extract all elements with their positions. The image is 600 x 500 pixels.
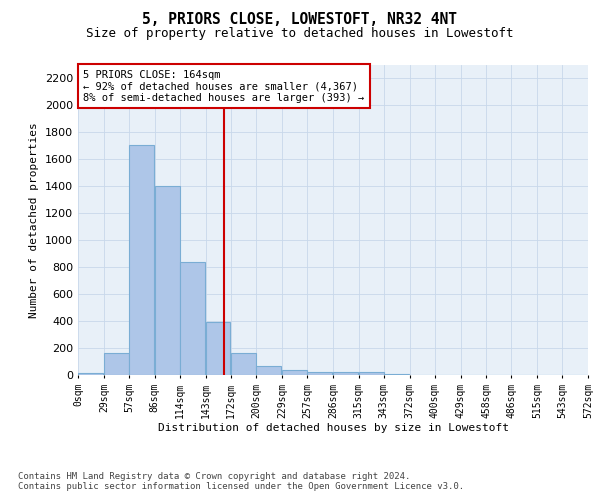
Bar bbox=[359, 372, 384, 375]
Bar bbox=[205, 322, 230, 375]
Bar bbox=[282, 370, 307, 375]
Bar bbox=[384, 374, 409, 375]
Text: 5, PRIORS CLOSE, LOWESTOFT, NR32 4NT: 5, PRIORS CLOSE, LOWESTOFT, NR32 4NT bbox=[143, 12, 458, 28]
Bar bbox=[104, 354, 129, 375]
Y-axis label: Number of detached properties: Number of detached properties bbox=[29, 122, 40, 318]
Text: Contains public sector information licensed under the Open Government Licence v3: Contains public sector information licen… bbox=[18, 482, 464, 491]
Bar bbox=[333, 372, 358, 375]
Bar bbox=[307, 372, 332, 375]
Bar bbox=[179, 262, 205, 375]
Bar bbox=[78, 373, 103, 375]
Text: Contains HM Land Registry data © Crown copyright and database right 2024.: Contains HM Land Registry data © Crown c… bbox=[18, 472, 410, 481]
Bar bbox=[129, 144, 154, 375]
Text: Size of property relative to detached houses in Lowestoft: Size of property relative to detached ho… bbox=[86, 28, 514, 40]
Text: 5 PRIORS CLOSE: 164sqm
← 92% of detached houses are smaller (4,367)
8% of semi-d: 5 PRIORS CLOSE: 164sqm ← 92% of detached… bbox=[83, 70, 364, 103]
X-axis label: Distribution of detached houses by size in Lowestoft: Distribution of detached houses by size … bbox=[157, 424, 509, 434]
Bar bbox=[256, 366, 281, 375]
Bar bbox=[155, 186, 179, 375]
Bar bbox=[232, 353, 256, 375]
